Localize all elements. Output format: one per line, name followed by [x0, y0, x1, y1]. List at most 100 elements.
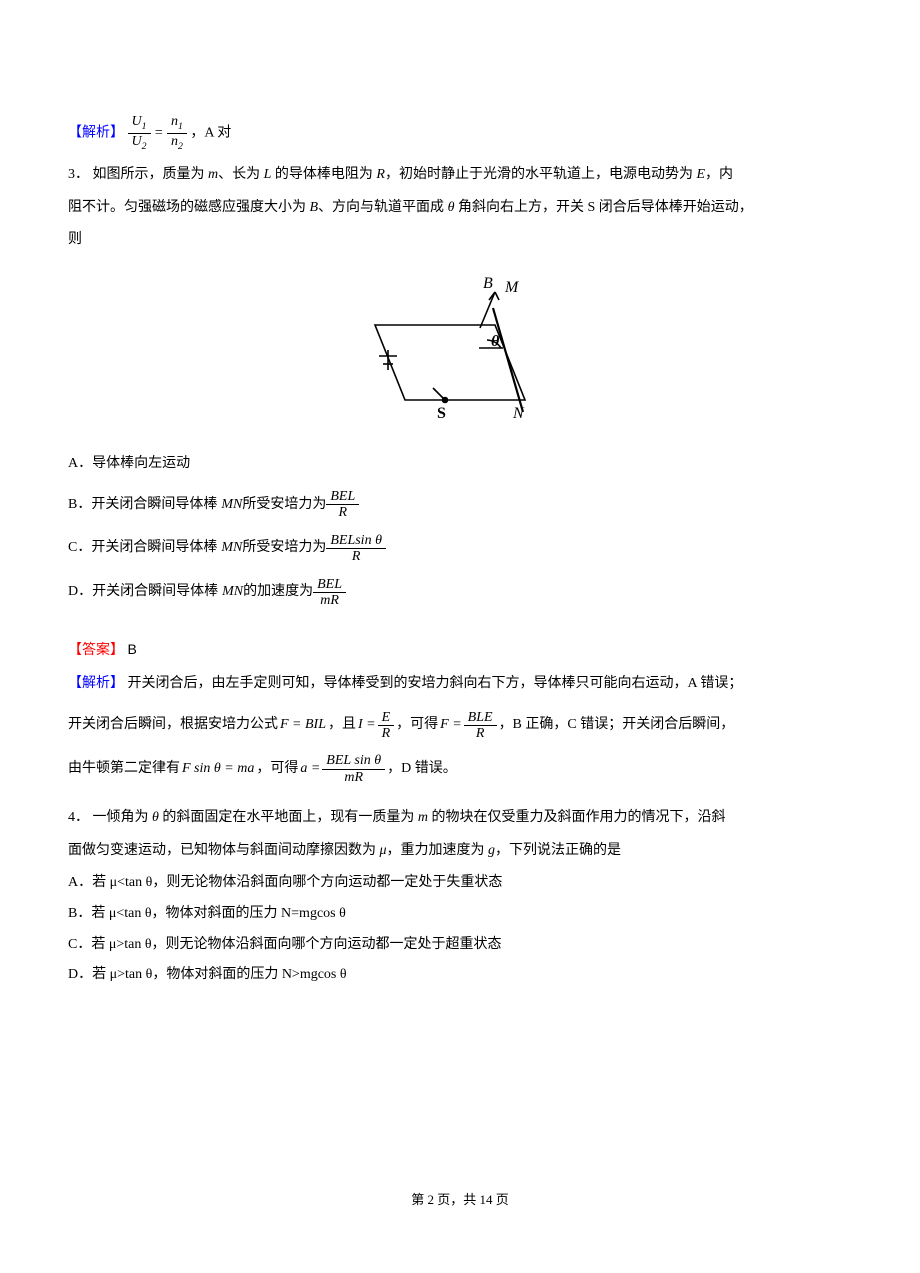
n2-den: n — [171, 134, 178, 149]
page-footer: 第 2 页，共 14 页 — [0, 1188, 920, 1213]
q4-option-d: D．若 μ>tan θ，物体对斜面的压力 N>mgcos θ — [68, 962, 852, 989]
q4-t3: 的物块在仅受重力及斜面作用力的情况下，沿斜 — [428, 810, 726, 825]
ana3-I-frac: E R — [378, 710, 395, 742]
q4-theta: θ — [152, 810, 159, 825]
answer-3: 【答案】 B — [68, 636, 852, 665]
q3-m: m — [208, 167, 218, 182]
q3-optD-mid: 的加速度为 — [243, 579, 313, 606]
q4-number: 4． — [68, 810, 89, 825]
q3-t5: ，内 — [705, 167, 733, 182]
q4-option-a: A．若 μ<tan θ，则无论物体沿斜面向哪个方向运动都一定处于失重状态 — [68, 870, 852, 897]
q3-optD-MN: MN — [222, 579, 243, 606]
u1-sub: 1 — [142, 121, 147, 132]
u2-sub: 2 — [142, 140, 147, 151]
q3-diagram-wrap: B M θ N S — [68, 270, 852, 431]
q4-optA-text: A．若 μ<tan θ，则无论物体沿斜面向哪个方向运动都一定处于失重状态 — [68, 875, 502, 890]
q3-diagram: B M θ N S — [345, 270, 575, 420]
q3-optC-den: R — [326, 548, 386, 564]
ana3-Feq: F = BIL — [280, 712, 326, 739]
ana3-a-frac: BEL sin θ mR — [322, 753, 385, 785]
q3-optC-MN: MN — [221, 535, 242, 562]
q3-option-b: B．开关闭合瞬间导体棒 MN 所受安培力为 BEL R — [68, 489, 852, 521]
q3-optD-pre: D．开关闭合瞬间导体棒 — [68, 579, 218, 606]
q3-optB-den: R — [326, 504, 359, 520]
q3-t7: 、方向与轨道平面成 — [318, 200, 448, 215]
ana3-F2-den: R — [464, 725, 497, 741]
question-3: 3． 如图所示，质量为 m、长为 L 的导体棒电阻为 R，初始时静止于光滑的水平… — [68, 162, 852, 608]
q3-t1: 如图所示，质量为 — [93, 167, 209, 182]
q4-g: g — [488, 843, 495, 858]
eq-right-frac: n1 n2 — [167, 114, 187, 152]
q3-optA-text: A．导体棒向左运动 — [68, 451, 190, 478]
footer-mid: 页，共 — [434, 1192, 480, 1207]
ana3-t2c: ，可得 — [396, 712, 438, 739]
diagram-label-S: S — [437, 405, 446, 420]
question-4: 4． 一倾角为 θ 的斜面固定在水平地面上，现有一质量为 m 的物块在仅受重力及… — [68, 805, 852, 989]
q3-stem-line1: 3． 如图所示，质量为 m、长为 L 的导体棒电阻为 R，初始时静止于光滑的水平… — [68, 162, 852, 189]
q3-option-a: A．导体棒向左运动 — [68, 451, 852, 478]
ana3-t3c: ，D 错误。 — [387, 756, 457, 783]
q4-optB-text: B．若 μ<tan θ，物体对斜面的压力 N=mgcos θ — [68, 906, 346, 921]
q3-stem-line2: 阻不计。匀强磁场的磁感应强度大小为 B、方向与轨道平面成 θ 角斜向右上方，开关… — [68, 195, 852, 222]
q3-optC-pre: C．开关闭合瞬间导体棒 — [68, 535, 217, 562]
ana3-F2-frac: BLE R — [464, 710, 497, 742]
q3-optD-num: BEL — [313, 577, 346, 592]
analysis-3-l2: 开关闭合后瞬间，根据安培力公式 F = BIL ，且 I = E R ，可得 F… — [68, 710, 734, 742]
analysis-3-l3: 由牛顿第二定律有 F sin θ = ma ，可得 a = BEL sin θ … — [68, 753, 457, 785]
q3-t2: 、长为 — [218, 167, 264, 182]
q3-optB-frac: BEL R — [326, 489, 359, 521]
eq-sign: = — [154, 125, 167, 140]
ana3-t1: 开关闭合后，由左手定则可知，导体棒受到的安培力斜向右下方，导体棒只可能向右运动，… — [128, 676, 743, 691]
q3-option-c: C．开关闭合瞬间导体棒 MN 所受安培力为 BELsin θ R — [68, 533, 852, 565]
n1-sub: 1 — [178, 121, 183, 132]
answer-label: 【答案】 — [68, 643, 124, 658]
q4-optC-text: C．若 μ>tan θ，则无论物体沿斜面向哪个方向运动都一定处于超重状态 — [68, 937, 502, 952]
q3-optB-num: BEL — [326, 489, 359, 504]
q3-optB-MN: MN — [221, 492, 242, 519]
q3-t3: 的导体棒电阻为 — [271, 167, 376, 182]
footer-suf: 页 — [493, 1192, 509, 1207]
ana3-a-num: BEL sin θ — [322, 753, 385, 768]
ana3-t2a: 开关闭合后瞬间，根据安培力公式 — [68, 712, 278, 739]
q4-mu: μ — [380, 843, 387, 858]
q3-E: E — [696, 167, 705, 182]
q3-R: R — [376, 167, 385, 182]
ana3-F2eq: F = — [440, 712, 462, 739]
ana3-aeq: a = — [300, 756, 320, 783]
q3-t8: 角斜向右上方，开关 S 闭合后导体棒开始运动， — [454, 200, 752, 215]
ana3-label: 【解析】 — [68, 676, 124, 691]
q4-option-c: C．若 μ>tan θ，则无论物体沿斜面向哪个方向运动都一定处于超重状态 — [68, 932, 852, 959]
diagram-label-B: B — [483, 275, 493, 292]
q4-t6: ，下列说法正确的是 — [495, 843, 621, 858]
q3-B: B — [310, 200, 319, 215]
q4-t2: 的斜面固定在水平地面上，现有一质量为 — [159, 810, 418, 825]
diagram-label-theta: θ — [491, 333, 500, 350]
q3-optC-frac: BELsin θ R — [326, 533, 386, 565]
footer-pre: 第 — [411, 1192, 427, 1207]
q3-option-d: D．开关闭合瞬间导体棒 MN 的加速度为 BEL mR — [68, 577, 852, 609]
q3-stem-line3: 则 — [68, 227, 852, 254]
answer-value: B — [128, 641, 137, 657]
ana3-t2b: ，且 — [328, 712, 356, 739]
q4-option-b: B．若 μ<tan θ，物体对斜面的压力 N=mgcos θ — [68, 901, 852, 928]
eq-left-frac: U1 U2 — [128, 114, 151, 152]
q3-optC-mid: 所受安培力为 — [242, 535, 326, 562]
analysis-tail: ，A 对 — [190, 125, 231, 140]
ana3-F2-num: BLE — [464, 710, 497, 725]
q4-t5: ，重力加速度为 — [387, 843, 489, 858]
analysis-1: 【解析】 U1 U2 = n1 n2 ，A 对 — [68, 114, 852, 152]
q3-t4: ，初始时静止于光滑的水平轨道上，电源电动势为 — [385, 167, 697, 182]
q3-t6: 阻不计。匀强磁场的磁感应强度大小为 — [68, 200, 310, 215]
diagram-label-M: M — [504, 279, 520, 296]
u1-num: U — [132, 114, 142, 129]
n1-num: n — [171, 114, 178, 129]
q4-optD-text: D．若 μ>tan θ，物体对斜面的压力 N>mgcos θ — [68, 967, 347, 982]
q4-m: m — [418, 810, 428, 825]
ana3-Ieq: I = — [358, 712, 376, 739]
ana3-t3a: 由牛顿第二定律有 — [68, 756, 180, 783]
u2-den: U — [132, 134, 142, 149]
q3-optC-num: BELsin θ — [326, 533, 386, 548]
footer-total: 14 — [480, 1192, 493, 1207]
q4-stem-line1: 4． 一倾角为 θ 的斜面固定在水平地面上，现有一质量为 m 的物块在仅受重力及… — [68, 805, 852, 832]
ana3-I-den: R — [378, 725, 395, 741]
